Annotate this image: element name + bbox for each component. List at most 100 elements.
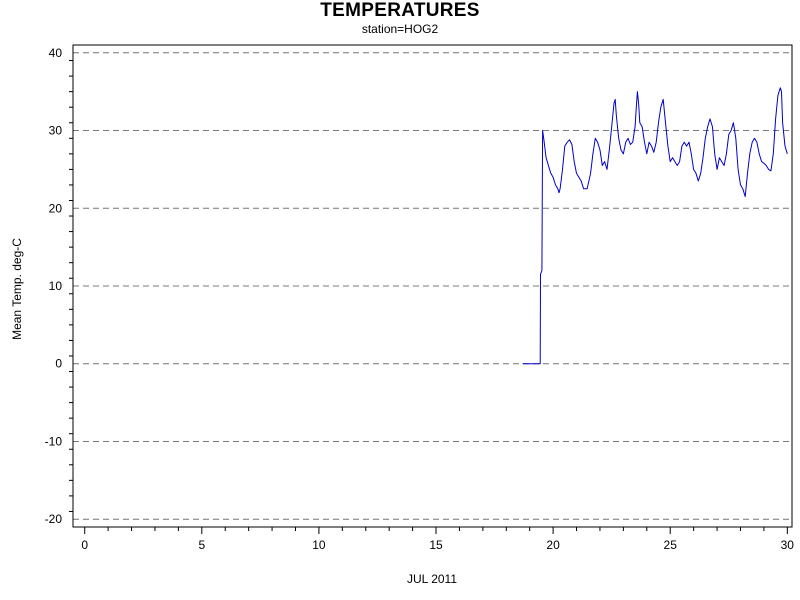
- data-point: [634, 126, 635, 127]
- data-point: [542, 130, 543, 131]
- data-point: [574, 161, 575, 162]
- data-point: [541, 270, 542, 271]
- data-point: [545, 157, 546, 158]
- data-point: [768, 169, 769, 170]
- data-point: [636, 107, 637, 108]
- data-point: [723, 165, 724, 166]
- data-point: [649, 142, 650, 143]
- data-point: [691, 153, 692, 154]
- y-tick-label: -20: [45, 512, 63, 526]
- data-point: [693, 169, 694, 170]
- data-point: [625, 142, 626, 143]
- data-point: [555, 184, 556, 185]
- data-point: [763, 163, 764, 164]
- data-point: [571, 144, 572, 145]
- data-point: [581, 180, 582, 181]
- data-point: [658, 122, 659, 123]
- data-point: [602, 165, 603, 166]
- data-point: [606, 169, 607, 170]
- data-point: [681, 145, 682, 146]
- data-point: [592, 153, 593, 154]
- data-point: [569, 139, 570, 140]
- data-point: [775, 118, 776, 119]
- data-point: [709, 118, 710, 119]
- data-point: [679, 161, 680, 162]
- data-point: [616, 114, 617, 115]
- y-tick-label: 0: [55, 357, 62, 371]
- data-point: [738, 169, 739, 170]
- x-tick-label: 30: [781, 538, 795, 552]
- data-point: [557, 188, 558, 189]
- data-point: [550, 173, 551, 174]
- data-point: [646, 153, 647, 154]
- data-point: [522, 363, 523, 364]
- data-point: [560, 188, 561, 189]
- data-point: [726, 153, 727, 154]
- data-point: [742, 188, 743, 189]
- y-tick-label: 10: [49, 279, 63, 293]
- data-point: [627, 138, 628, 139]
- data-point: [604, 161, 605, 162]
- data-point: [613, 103, 614, 104]
- data-point: [705, 138, 706, 139]
- x-axis-label: JUL 2011: [406, 572, 458, 586]
- data-point: [660, 107, 661, 108]
- data-point: [651, 145, 652, 146]
- data-point: [632, 142, 633, 143]
- data-point: [672, 157, 673, 158]
- data-point: [674, 161, 675, 162]
- data-point: [721, 161, 722, 162]
- data-point: [578, 177, 579, 178]
- data-point: [756, 142, 757, 143]
- data-point: [781, 91, 782, 92]
- data-point: [677, 165, 678, 166]
- data-point: [543, 138, 544, 139]
- data-point: [620, 149, 621, 150]
- data-point: [576, 173, 577, 174]
- data-point: [761, 161, 762, 162]
- data-point: [618, 138, 619, 139]
- data-point: [759, 153, 760, 154]
- data-point: [586, 188, 587, 189]
- data-point: [716, 169, 717, 170]
- data-point: [540, 274, 541, 275]
- x-tick-label: 0: [81, 538, 88, 552]
- data-point: [787, 153, 788, 154]
- data-point: [597, 142, 598, 143]
- data-point: [684, 142, 685, 143]
- data-point: [740, 184, 741, 185]
- data-point: [562, 169, 563, 170]
- data-point: [733, 122, 734, 123]
- chart-subtitle: station=HOG2: [361, 22, 439, 36]
- data-point: [564, 145, 565, 146]
- data-point: [777, 95, 778, 96]
- y-tick-label: 20: [49, 201, 63, 215]
- data-point: [698, 180, 699, 181]
- data-point: [780, 87, 781, 88]
- data-point: [770, 170, 771, 171]
- data-point: [590, 173, 591, 174]
- x-tick-label: 5: [198, 538, 205, 552]
- data-point: [707, 126, 708, 127]
- data-point: [642, 126, 643, 127]
- data-point: [667, 145, 668, 146]
- data-point: [637, 91, 638, 92]
- data-point: [638, 103, 639, 104]
- data-point: [653, 152, 654, 153]
- series-line: [522, 87, 788, 365]
- x-tick-label: 10: [312, 538, 326, 552]
- data-point: [695, 173, 696, 174]
- data-point: [644, 142, 645, 143]
- plot-frame: [72, 44, 793, 528]
- data-point: [567, 142, 568, 143]
- data-point: [688, 142, 689, 143]
- data-point: [773, 153, 774, 154]
- data-point: [752, 142, 753, 143]
- data-point: [735, 138, 736, 139]
- data-point: [623, 153, 624, 154]
- data-point: [719, 157, 720, 158]
- data-point: [754, 138, 755, 139]
- data-point: [784, 145, 785, 146]
- data-point: [728, 134, 729, 135]
- data-point: [630, 144, 631, 145]
